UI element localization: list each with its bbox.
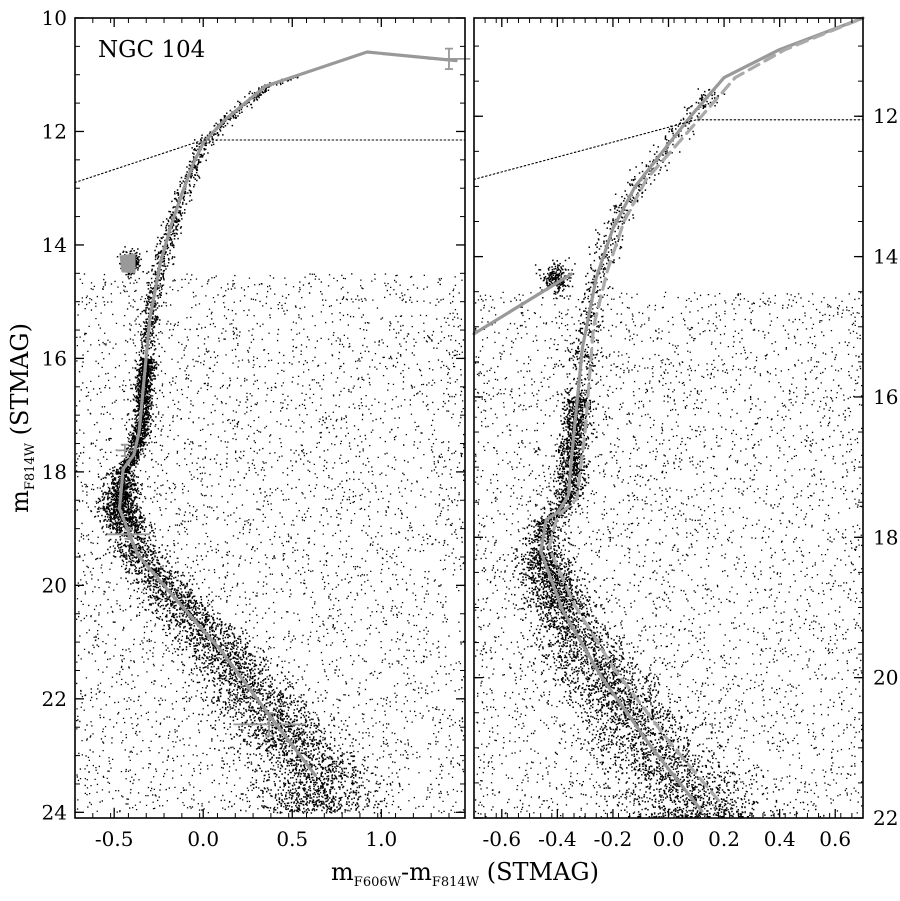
right-panel-frame: [473, 17, 864, 819]
right-xtick-label-2: -0.2: [594, 827, 633, 851]
right-reference-line: [473, 119, 864, 180]
cluster-label: NGC 104: [98, 37, 205, 63]
right-ticks: -0.6 -0.4 -0.2 0.0 0.2 0.4 0.6 12 14 16 18 20 22: [473, 18, 898, 851]
left-ticks: -0.5 0.0 0.5 1.0 10 12 14 16 18 20 22 24: [42, 6, 465, 851]
left-xtick-label-2: 0.5: [276, 827, 308, 851]
left-xtick-label-3: 1.0: [365, 827, 397, 851]
left-ytick-label-5: 20: [42, 573, 67, 597]
right-ytick-label-3: 18: [873, 525, 898, 549]
left-xtick-label-0: -0.5: [95, 827, 134, 851]
left-ytick-label-3: 16: [42, 346, 67, 370]
cmd-panel-right: -0.6 -0.4 -0.2 0.0 0.2 0.4 0.6 12 14 16 18 20 22: [472, 16, 898, 851]
left-error-bar-0: [427, 47, 471, 70]
left-error-bar-1: [115, 443, 134, 457]
right-star-points-path: [475, 88, 863, 818]
left-fiducial-solid: [117, 50, 458, 778]
right-ytick-label-2: 16: [873, 385, 898, 409]
left-error-bar-2: [107, 528, 150, 540]
right-ytick-label-5: 22: [873, 806, 898, 830]
right-xtick-label-6: 0.6: [819, 827, 851, 851]
right-hb-fit-line: [472, 272, 573, 336]
left-overlays: [74, 47, 471, 778]
cmd-panel-left: -0.5 0.0 0.5 1.0 10 12 14 16 18 20 22 24 NGC 104: [42, 6, 471, 851]
right-xtick-label-4: 0.2: [708, 827, 740, 851]
left-ytick-label-2: 14: [42, 233, 67, 257]
right-ytick-label-4: 20: [873, 666, 898, 690]
right-star-points: [475, 88, 863, 818]
y-axis-title: mF814W (STMAG): [6, 323, 38, 513]
left-error-bar-3: [233, 712, 305, 737]
left-ytick-label-0: 10: [42, 6, 67, 30]
right-xtick-label-3: 0.0: [653, 827, 685, 851]
left-ytick-label-4: 18: [42, 460, 67, 484]
right-ytick-label-1: 14: [873, 245, 898, 269]
left-xtick-label-1: 0.0: [187, 827, 219, 851]
left-ytick-label-1: 12: [42, 119, 67, 143]
left-star-points-path: [76, 75, 465, 814]
left-hb-clump: [119, 253, 136, 274]
left-ytick-label-7: 24: [42, 800, 67, 824]
x-axis-title: mF606W-mF814W (STMAG): [331, 858, 599, 890]
left-reference-line: [74, 139, 466, 184]
right-xtick-label-0: -0.6: [482, 827, 521, 851]
right-fiducial-solid: [539, 16, 865, 813]
right-xtick-label-5: 0.4: [764, 827, 796, 851]
right-xtick-label-1: -0.4: [538, 827, 577, 851]
left-star-points: [76, 75, 465, 814]
right-ytick-label-0: 12: [873, 104, 898, 128]
left-ytick-label-6: 22: [42, 687, 67, 711]
right-fiducial-dashed: [547, 16, 865, 803]
left-panel-frame: [74, 17, 466, 819]
right-overlays: [472, 16, 865, 813]
